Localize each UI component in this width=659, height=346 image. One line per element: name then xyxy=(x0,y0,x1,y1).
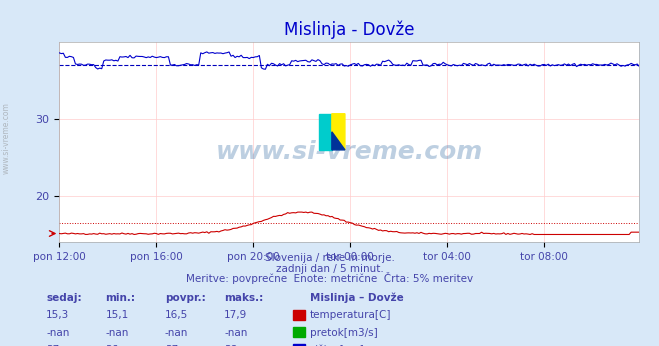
Text: sedaj:: sedaj: xyxy=(46,293,82,303)
Text: 37: 37 xyxy=(46,345,59,346)
Text: zadnji dan / 5 minut.: zadnji dan / 5 minut. xyxy=(275,264,384,274)
Text: Mislinja – Dovže: Mislinja – Dovže xyxy=(310,292,403,303)
Text: povpr.:: povpr.: xyxy=(165,293,206,303)
Polygon shape xyxy=(332,114,345,150)
Text: 38: 38 xyxy=(224,345,237,346)
Text: -nan: -nan xyxy=(165,328,188,338)
Text: min.:: min.: xyxy=(105,293,136,303)
Text: -nan: -nan xyxy=(105,328,129,338)
Text: 37: 37 xyxy=(165,345,178,346)
Text: 15,1: 15,1 xyxy=(105,310,129,320)
Text: Slovenija / reke in morje.: Slovenija / reke in morje. xyxy=(264,253,395,263)
Text: www.si-vreme.com: www.si-vreme.com xyxy=(2,102,11,174)
Text: -nan: -nan xyxy=(224,328,247,338)
Text: Meritve: povprečne  Enote: metrične  Črta: 5% meritev: Meritve: povprečne Enote: metrične Črta:… xyxy=(186,272,473,284)
Text: temperatura[C]: temperatura[C] xyxy=(310,310,391,320)
Title: Mislinja - Dovže: Mislinja - Dovže xyxy=(284,20,415,38)
Text: www.si-vreme.com: www.si-vreme.com xyxy=(215,140,483,164)
Text: višina[cm]: višina[cm] xyxy=(310,345,364,346)
Text: 16,5: 16,5 xyxy=(165,310,188,320)
Text: -nan: -nan xyxy=(46,328,69,338)
Text: maks.:: maks.: xyxy=(224,293,264,303)
Text: 15,3: 15,3 xyxy=(46,310,69,320)
Text: pretok[m3/s]: pretok[m3/s] xyxy=(310,328,378,338)
Polygon shape xyxy=(332,132,345,150)
Text: 17,9: 17,9 xyxy=(224,310,247,320)
Polygon shape xyxy=(319,114,332,150)
Text: 36: 36 xyxy=(105,345,119,346)
